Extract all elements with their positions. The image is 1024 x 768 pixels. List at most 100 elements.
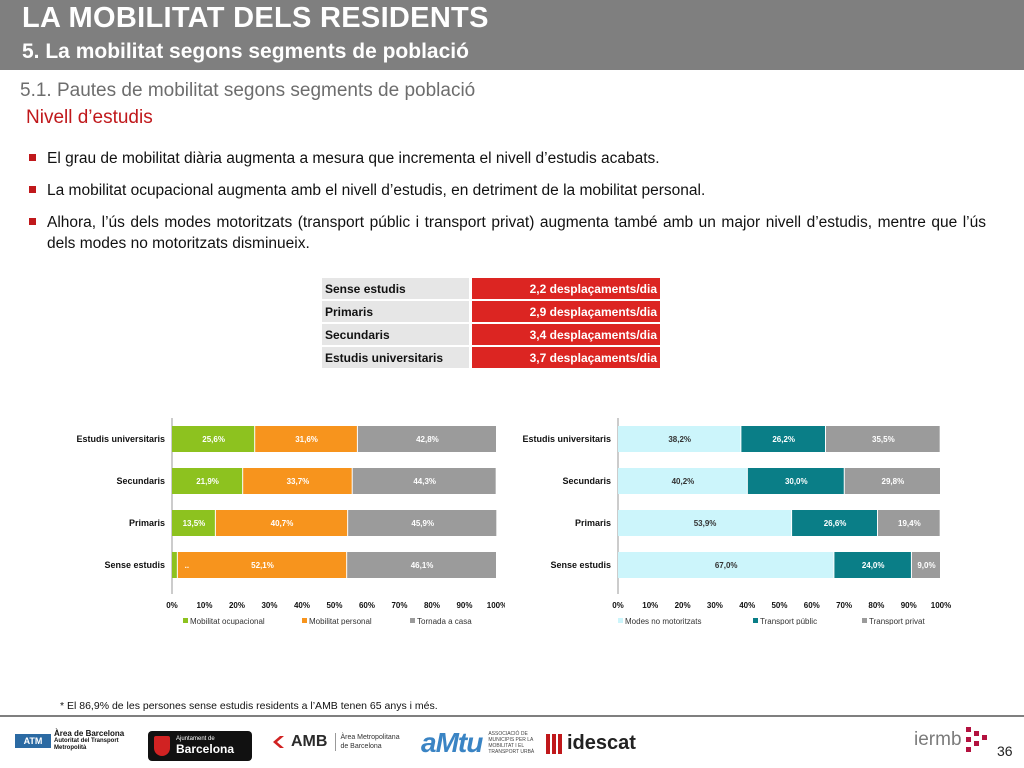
bar-segment	[844, 468, 940, 494]
table-row: Sense estudis 2,2 desplaçaments/dia	[322, 278, 660, 299]
table-row-label: Estudis universitaris	[322, 347, 472, 368]
atm-logo-sub2: Metropolità	[54, 745, 87, 751]
iermb-logo: iermb	[914, 725, 990, 755]
bar-segment	[172, 552, 177, 578]
amb-logo: AMB Àrea Metropolitana de Barcelona	[271, 733, 405, 751]
bar-segment	[618, 468, 747, 494]
atm-logo-badge: ATM	[15, 733, 51, 748]
bullet-item: Alhora, l’ús dels modes motoritzats (tra…	[28, 212, 986, 254]
atm-logo-name: Àrea de Barcelona	[54, 729, 125, 738]
tick-label: 70%	[836, 601, 852, 610]
tick-label: 50%	[326, 601, 342, 610]
category-label: Secundaris	[116, 476, 165, 486]
tick-label: 30%	[707, 601, 723, 610]
legend-swatch	[302, 618, 307, 623]
bar-segment	[347, 552, 496, 578]
table-row-value: 3,7 desplaçaments/dia	[472, 347, 660, 368]
data-label: 33,7%	[287, 477, 310, 486]
legend-label: Modes no motoritzats	[625, 617, 701, 625]
bar-segment	[834, 552, 911, 578]
data-label: 29,8%	[882, 477, 905, 486]
bar-segment	[747, 468, 844, 494]
footnote: * El 86,9% de les persones sense estudis…	[60, 700, 438, 712]
data-label: 21,9%	[196, 477, 219, 486]
data-label: 53,9%	[694, 519, 717, 528]
data-label: 45,9%	[411, 519, 434, 528]
data-label: ..	[185, 561, 189, 570]
idescat-logo: idescat	[546, 732, 636, 755]
data-label: 35,5%	[872, 435, 895, 444]
bullet-list: El grau de mobilitat diària augmenta a m…	[28, 148, 986, 265]
bar-segment	[172, 510, 215, 536]
bar-segment	[826, 426, 940, 452]
table-row-value: 3,4 desplaçaments/dia	[472, 324, 660, 345]
bar-segment	[878, 510, 940, 536]
category-label: Sense estudis	[104, 560, 165, 570]
tick-label: 100%	[931, 601, 951, 610]
tick-label: 50%	[771, 601, 787, 610]
legend-swatch	[618, 618, 623, 623]
bar-segment	[911, 552, 940, 578]
page-number: 36	[997, 743, 1013, 759]
legend-label: Transport públic	[760, 617, 817, 625]
table-row-label: Secundaris	[322, 324, 472, 345]
legend-label: Mobilitat ocupacional	[190, 617, 265, 625]
legend-swatch	[183, 618, 188, 623]
bullet-item: El grau de mobilitat diària augmenta a m…	[28, 148, 986, 169]
section-title: 5.1. Pautes de mobilitat segons segments…	[20, 80, 476, 101]
bar-segment	[172, 468, 243, 494]
table-row-value: 2,9 desplaçaments/dia	[472, 301, 660, 322]
amb-chevron-icon	[273, 736, 284, 748]
tick-label: 0%	[612, 601, 624, 610]
idescat-logo-name: idescat	[567, 732, 636, 754]
tick-label: 20%	[675, 601, 691, 610]
page-title: LA MOBILITAT DELS RESIDENTS	[22, 2, 489, 34]
idescat-grid-icon	[546, 733, 562, 754]
data-label: 67,0%	[715, 561, 738, 570]
category-label: Estudis universitaris	[522, 434, 611, 444]
category-label: Primaris	[575, 518, 611, 528]
category-label: Secundaris	[562, 476, 611, 486]
data-label: 9,0%	[917, 561, 935, 570]
legend-label: Transport privat	[869, 617, 926, 625]
iermb-logo-name: iermb	[914, 729, 962, 750]
amb-logo-name: AMB	[291, 733, 328, 750]
tick-label: 90%	[456, 601, 472, 610]
section-subtitle: Nivell d’estudis	[26, 107, 153, 128]
tick-label: 90%	[901, 601, 917, 610]
trips-per-day-table: Sense estudis 2,2 desplaçaments/dia Prim…	[322, 276, 660, 370]
bar-segment	[255, 426, 357, 452]
amtu-logo-sub: ASSOCIACIÓ DE MUNICIPIS PER LA MOBILITAT…	[488, 731, 535, 755]
data-label: 52,1%	[251, 561, 274, 570]
tick-label: 100%	[487, 601, 505, 610]
bullet-item: La mobilitat ocupacional augmenta amb el…	[28, 180, 986, 201]
data-label: 42,8%	[416, 435, 439, 444]
amtu-logo-name: aMtu	[421, 727, 483, 758]
tick-label: 10%	[642, 601, 658, 610]
legend-label: Mobilitat personal	[309, 617, 372, 625]
ajuntament-logo-big: Barcelona	[176, 742, 235, 756]
tick-label: 10%	[196, 601, 212, 610]
table-row-label: Primaris	[322, 301, 472, 322]
data-label: 30,0%	[785, 477, 808, 486]
data-label: 24,0%	[862, 561, 885, 570]
bar-segment	[741, 426, 826, 452]
atm-logo: ATM Àrea de Barcelona Autoritat del Tran…	[15, 729, 124, 752]
table-row: Secundaris 3,4 desplaçaments/dia	[322, 324, 660, 345]
bar-segment	[618, 510, 792, 536]
category-label: Primaris	[129, 518, 165, 528]
header-band	[0, 0, 1024, 70]
atm-logo-text: Àrea de Barcelona Autoritat del Transpor…	[54, 729, 124, 752]
tick-label: 70%	[391, 601, 407, 610]
category-label: Estudis universitaris	[76, 434, 165, 444]
shield-icon	[154, 736, 170, 756]
bar-segment	[215, 510, 348, 536]
legend-swatch	[410, 618, 415, 623]
atm-logo-sub1: Autoritat del Transport	[54, 738, 119, 744]
bar-segment	[172, 426, 255, 452]
tick-label: 20%	[229, 601, 245, 610]
tick-label: 80%	[868, 601, 884, 610]
ajuntament-logo-small: Ajuntament de	[176, 736, 215, 742]
data-label: 26,2%	[772, 435, 795, 444]
tick-label: 80%	[424, 601, 440, 610]
